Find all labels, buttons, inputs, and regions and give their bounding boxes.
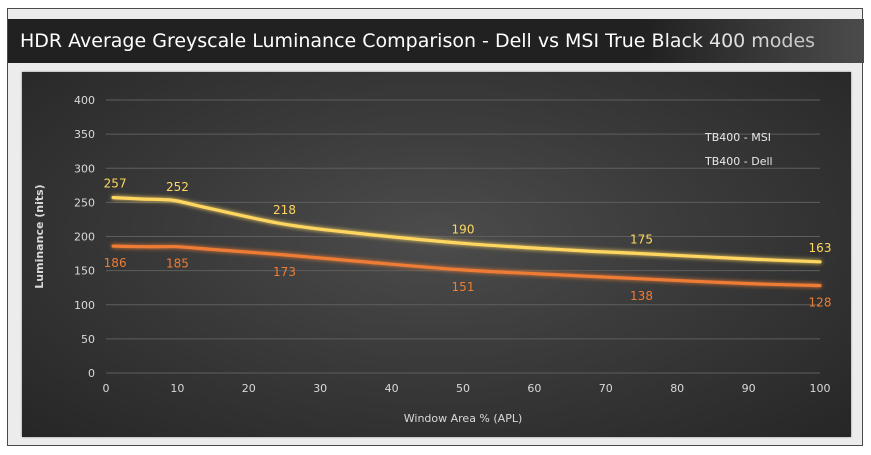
legend-label: TB400 - MSI bbox=[704, 131, 771, 144]
data-label: 128 bbox=[809, 296, 832, 310]
x-axis-label: Window Area % (APL) bbox=[404, 412, 523, 425]
y-axis-label: Luminance (nits) bbox=[33, 184, 46, 288]
series-line-dell bbox=[111, 244, 822, 288]
data-label: 175 bbox=[630, 233, 653, 247]
y-tick-label: 200 bbox=[74, 231, 95, 244]
x-tick-label: 80 bbox=[670, 382, 684, 395]
data-label: 252 bbox=[166, 180, 189, 194]
y-tick-label: 350 bbox=[74, 128, 95, 141]
data-label: 257 bbox=[104, 177, 127, 191]
x-tick-label: 40 bbox=[385, 382, 399, 395]
data-label: 151 bbox=[452, 280, 475, 294]
chart-title: HDR Average Greyscale Luminance Comparis… bbox=[20, 30, 816, 52]
y-tick-label: 150 bbox=[74, 265, 95, 278]
x-tick-label: 30 bbox=[313, 382, 327, 395]
x-tick-label: 50 bbox=[456, 382, 470, 395]
x-tick-label: 70 bbox=[599, 382, 613, 395]
series-line-msi bbox=[111, 196, 822, 264]
data-label: 138 bbox=[630, 289, 653, 303]
chart-title-bar: HDR Average Greyscale Luminance Comparis… bbox=[8, 19, 864, 63]
y-tick-label: 400 bbox=[74, 94, 95, 107]
data-label: 173 bbox=[273, 265, 296, 279]
line-chart: 0 50 100 150 200 250 300 350 400 0 10 20 30 40 50 60 70 8… bbox=[33, 94, 832, 425]
data-label: 186 bbox=[104, 256, 127, 270]
chart-panel: 0 50 100 150 200 250 300 350 400 0 10 20 30 40 50 60 70 8… bbox=[22, 72, 851, 437]
y-tick-label: 0 bbox=[88, 367, 95, 380]
data-label: 218 bbox=[273, 203, 296, 217]
x-tick-label: 90 bbox=[742, 382, 756, 395]
y-tick-label: 100 bbox=[74, 299, 95, 312]
x-tick-label: 100 bbox=[810, 382, 831, 395]
y-tick-label: 50 bbox=[81, 333, 95, 346]
y-tick-label: 300 bbox=[74, 162, 95, 175]
x-tick-label: 0 bbox=[103, 382, 110, 395]
data-label: 190 bbox=[452, 222, 475, 236]
y-tick-label: 250 bbox=[74, 196, 95, 209]
x-tick-label: 10 bbox=[170, 382, 184, 395]
x-tick-label: 60 bbox=[527, 382, 541, 395]
data-label: 163 bbox=[809, 241, 832, 255]
x-tick-label: 20 bbox=[242, 382, 256, 395]
legend-label: TB400 - Dell bbox=[704, 155, 773, 168]
data-label: 185 bbox=[166, 257, 189, 271]
title-shade bbox=[644, 19, 864, 63]
